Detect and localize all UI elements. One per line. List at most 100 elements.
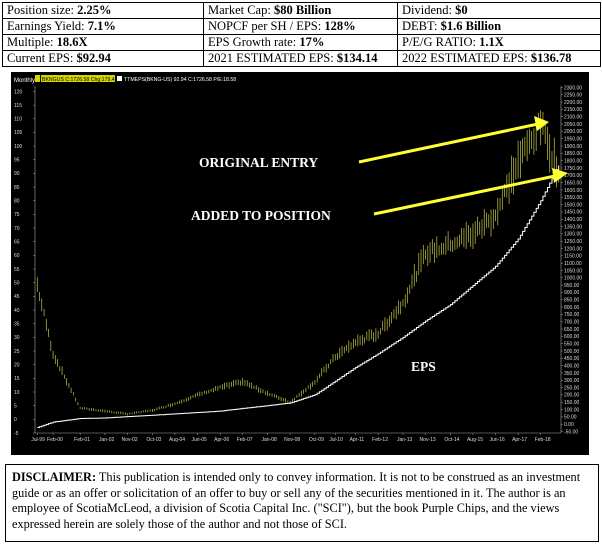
right-tick-label: 550.00: [564, 341, 580, 347]
left-tick-label: 70: [14, 226, 20, 232]
stat-label: Dividend:: [402, 3, 452, 18]
stat-label: 2021 ESTIMATED EPS:: [208, 51, 334, 66]
left-tick-label: 20: [14, 362, 20, 368]
stat-label: EPS Growth rate:: [208, 35, 297, 50]
left-tick-label: 105: [14, 130, 23, 136]
right-tick-label: 1100.00: [564, 261, 582, 267]
stat-label: Earnings Yield:: [7, 19, 85, 34]
right-tick-label: 1950.00: [564, 137, 582, 143]
right-tick-label: 1700.00: [564, 173, 582, 179]
x-tick-label: Feb-12: [372, 437, 388, 443]
right-tick-label: 850.00: [564, 298, 580, 304]
right-tick-label: 400.00: [564, 363, 580, 369]
original-entry-arrowhead: [534, 116, 549, 131]
left-tick-label: 75: [14, 212, 20, 218]
stat-label: NOPCF per SH / EPS:: [208, 19, 322, 34]
right-tick-label: 1850.00: [564, 151, 582, 157]
left-tick-label: -5: [14, 431, 19, 437]
x-tick-label: Jan-13: [397, 437, 413, 443]
right-tick-label: 350.00: [564, 371, 580, 377]
left-tick-label: 110: [14, 117, 22, 123]
right-tick-label: 500.00: [564, 349, 580, 355]
right-tick-label: 700.00: [564, 320, 580, 326]
right-tick-label: 950.00: [564, 283, 580, 289]
x-tick-label: Jul-10: [329, 437, 343, 443]
left-tick-label: 15: [14, 376, 20, 382]
stat-value: $92.94: [76, 51, 111, 66]
stat-label: 2022 ESTIMATED EPS:: [402, 51, 528, 66]
stats-row: Position size: 2.25% Market Cap: $80 Bil…: [2, 2, 601, 19]
right-tick-label: 1800.00: [564, 158, 582, 164]
x-tick-label: Jun-05: [192, 437, 208, 443]
original-entry-arrow: [358, 122, 539, 164]
right-tick-label: 1600.00: [564, 188, 582, 194]
stat-value: 18.6X: [56, 35, 88, 50]
left-tick-label: 85: [14, 185, 20, 191]
chart-svg: Monthly BKNGUS C:1726.58 Chg:179.42 TTME…: [13, 75, 582, 443]
x-tick-label: Oct-03: [146, 437, 161, 443]
left-tick-label: 35: [14, 322, 20, 328]
x-tick-label: Jun-16: [490, 437, 506, 443]
stat-label: DEBT:: [402, 19, 438, 34]
left-tick-label: 100: [14, 144, 23, 150]
eps-line-group: [37, 165, 560, 428]
right-tick-label: 2000.00: [564, 129, 582, 135]
x-tick-label: Jan-02: [99, 437, 115, 443]
chart-header: Monthly BKNGUS C:1726.58 Chg:179.42 TTME…: [13, 75, 236, 84]
price-bars: [36, 110, 560, 416]
right-tick-label: 1350.00: [564, 224, 582, 230]
right-tick-label: 0.00: [564, 422, 574, 428]
left-tick-label: 90: [14, 171, 20, 177]
eps-line: [37, 165, 560, 428]
stat-label: P/E/G RATIO:: [402, 35, 476, 50]
right-tick-label: 300.00: [564, 378, 580, 384]
left-axis: 1201151101051009590858075706560555045403…: [14, 86, 36, 437]
right-tick-label: 1450.00: [564, 210, 582, 216]
stat-cell: NOPCF per SH / EPS: 128%: [203, 18, 398, 35]
x-tick-label: Feb-01: [74, 437, 90, 443]
chart-tag: Monthly: [14, 78, 35, 84]
left-tick-label: 45: [14, 294, 20, 300]
left-tick-label: 60: [14, 253, 20, 259]
right-tick-label: 600.00: [564, 334, 580, 340]
right-tick-label: 2050.00: [564, 122, 582, 128]
right-tick-label: 1900.00: [564, 144, 582, 150]
x-tick-label: Feb-07: [237, 437, 253, 443]
left-tick-label: 115: [14, 103, 22, 109]
x-tick-label: Oct-14: [444, 437, 459, 443]
annotation-original-entry: ORIGINAL ENTRY: [199, 155, 318, 170]
stat-value: $0: [455, 3, 468, 18]
right-tick-label: 800.00: [564, 305, 580, 311]
right-tick-label: 1650.00: [564, 180, 582, 186]
stats-table: Position size: 2.25% Market Cap: $80 Bil…: [2, 2, 601, 67]
stat-value: $1.6 Billion: [440, 19, 502, 34]
right-tick-label: 1750.00: [564, 166, 582, 172]
stat-label: Current EPS:: [7, 51, 74, 66]
right-tick-label: 1250.00: [564, 239, 582, 245]
stat-cell: Earnings Yield: 7.1%: [2, 18, 204, 35]
stat-value: 7.1%: [87, 19, 116, 34]
price-legend: BKNGUS C:1726.58 Chg:179.42: [42, 77, 118, 83]
stat-cell: DEBT: $1.6 Billion: [397, 18, 601, 35]
right-tick-label: 650.00: [564, 327, 580, 333]
stat-cell: Multiple: 18.6X: [2, 34, 204, 51]
x-tick-label: Oct-09: [309, 437, 324, 443]
stat-cell: Dividend: $0: [397, 2, 601, 19]
disclaimer-text: This publication is intended only to con…: [12, 470, 581, 531]
x-tick-label: Aug-04: [169, 437, 185, 443]
price-legend-swatch: [35, 75, 40, 82]
right-tick-label: 900.00: [564, 290, 580, 296]
stat-cell: 2022 ESTIMATED EPS: $136.78: [397, 50, 601, 67]
right-tick-label: 2300.00: [564, 85, 582, 91]
stat-cell: Position size: 2.25%: [2, 2, 204, 19]
stat-label: Position size:: [7, 3, 75, 18]
stat-value: $134.14: [336, 51, 378, 66]
left-tick-label: 10: [14, 390, 20, 396]
x-tick-label: Apr-11: [350, 437, 365, 443]
x-tick-label: Apr-17: [512, 437, 527, 443]
x-tick-label: Feb-18: [535, 437, 551, 443]
stat-cell: 2021 ESTIMATED EPS: $134.14: [203, 50, 398, 67]
right-tick-label: 1400.00: [564, 217, 582, 223]
stat-cell: Current EPS: $92.94: [2, 50, 204, 67]
right-tick-label: 2100.00: [564, 115, 582, 121]
